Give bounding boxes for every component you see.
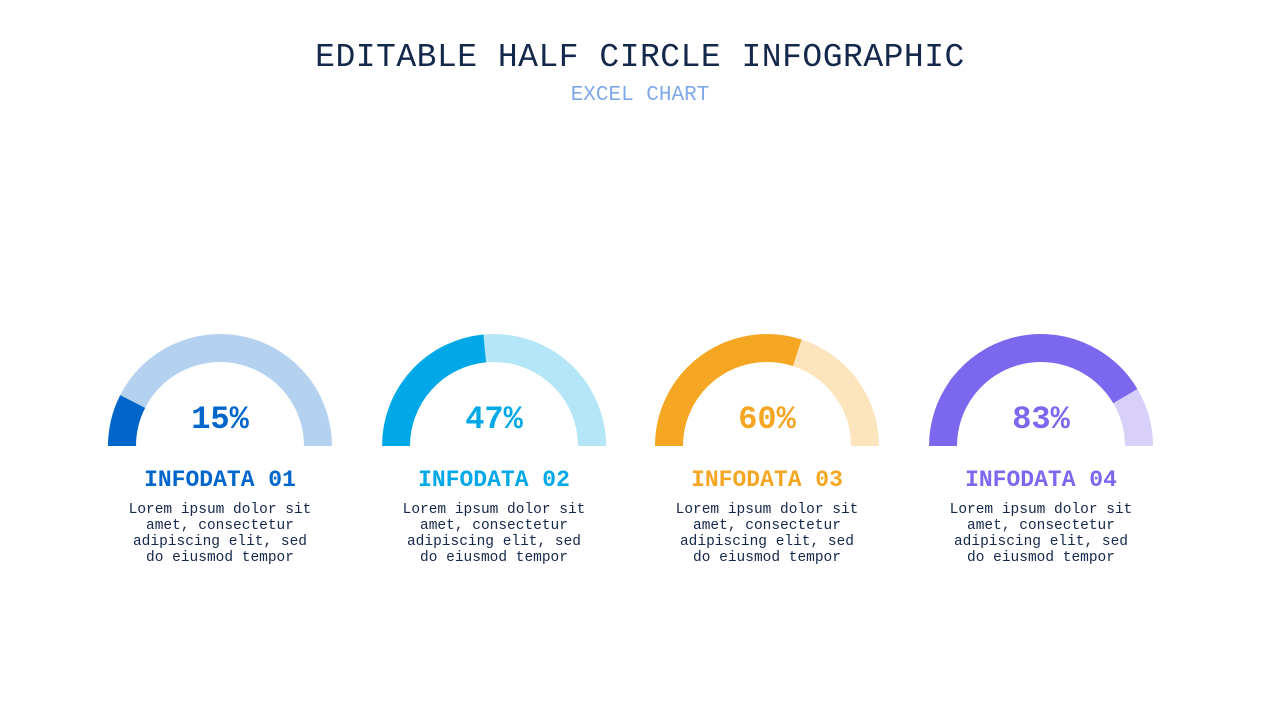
- gauge-value-label-4: 83%: [1012, 401, 1070, 438]
- gauge-track-1: [120, 334, 332, 447]
- half-circle-gauge-3: 60%: [655, 334, 879, 447]
- infodata-description-2: Lorem ipsum dolor sit amet, consectetur …: [402, 502, 586, 566]
- gauge-value-label-2: 47%: [465, 401, 523, 438]
- half-circle-gauge-1: 15%: [108, 334, 332, 447]
- gauge-arc-3: [655, 334, 802, 447]
- half-circle-gauge-2: 47%: [382, 334, 606, 447]
- infodata-description-3: Lorem ipsum dolor sit amet, consectetur …: [675, 502, 859, 566]
- gauge-value-label-3: 60%: [738, 401, 796, 438]
- page-subtitle: EXCEL CHART: [570, 84, 710, 107]
- gauge-track-3: [792, 339, 879, 447]
- gauge-card-4: 83% INFODATA 04 Lorem ipsum dolor sit am…: [921, 320, 1161, 580]
- gauge-track-4: [1113, 388, 1153, 447]
- gauge-card-3: 60% INFODATA 03 Lorem ipsum dolor sit am…: [647, 320, 887, 580]
- infodata-label-3: INFODATA 03: [691, 467, 843, 493]
- gauge-card-2: 47% INFODATA 02 Lorem ipsum dolor sit am…: [374, 320, 614, 580]
- infodata-description-1: Lorem ipsum dolor sit amet, consectetur …: [128, 502, 312, 566]
- gauge-arc-2: [382, 334, 487, 447]
- half-circle-gauge-4: 83%: [929, 334, 1153, 447]
- gauge-value-label-1: 15%: [191, 401, 249, 438]
- infodata-description-4: Lorem ipsum dolor sit amet, consectetur …: [949, 502, 1133, 566]
- infodata-label-4: INFODATA 04: [965, 467, 1117, 493]
- infodata-label-1: INFODATA 01: [144, 467, 296, 493]
- infodata-label-2: INFODATA 02: [418, 467, 570, 493]
- gauge-track-2: [483, 334, 606, 447]
- gauge-card-1: 15% INFODATA 01 Lorem ipsum dolor sit am…: [100, 320, 340, 580]
- gauge-arc-4: [929, 334, 1138, 447]
- gauge-arc-1: [108, 395, 146, 447]
- page-title: EDITABLE HALF CIRCLE INFOGRAPHIC: [315, 39, 965, 76]
